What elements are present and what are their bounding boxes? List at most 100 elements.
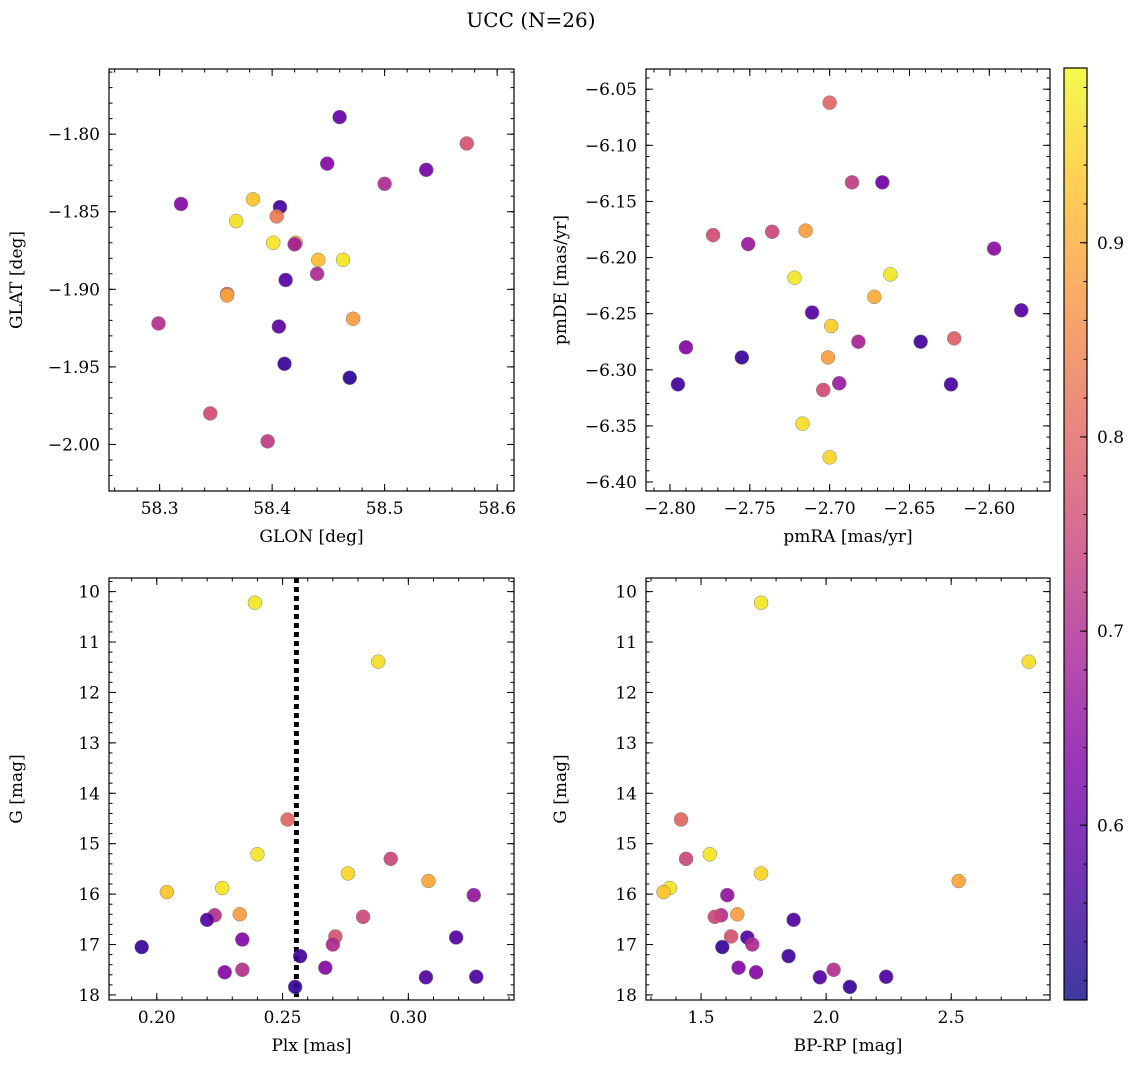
x-axis-label: pmRA [mas/yr]	[783, 527, 912, 547]
y-tick-label: −6.35	[585, 417, 637, 437]
colorbar-gradient	[1064, 68, 1087, 1000]
data-point	[673, 812, 689, 827]
data-point	[748, 965, 764, 980]
data-point	[875, 175, 890, 190]
y-tick-label: 11	[615, 633, 637, 653]
data-point	[325, 937, 341, 952]
data-point	[946, 331, 962, 346]
panel-top-right: −2.80 −2.75 −2.70 −2.65 −2.60 −6.05 −6.10 −6.15…	[551, 68, 1051, 547]
plot-frame	[645, 68, 1051, 492]
y-tick-label: 12	[78, 683, 100, 703]
data-point	[804, 305, 820, 320]
colorbar: 0.6 0.7 0.8 0.9	[1063, 67, 1124, 1001]
data-point	[826, 962, 841, 977]
x-tick-label: 58.3	[141, 499, 179, 519]
y-tick-label: 15	[615, 835, 637, 855]
y-tick-label: −6.20	[585, 249, 637, 269]
data-point	[134, 939, 149, 955]
data-point	[678, 851, 694, 867]
panel-top-left: 58.3 58.4 58.5 58.6 −1.80 −1.85 −1.90 −1.95 −2.0…	[7, 68, 516, 547]
y-tick-label: 12	[615, 683, 637, 703]
data-point	[266, 235, 281, 251]
data-point	[340, 866, 356, 881]
y-tick-label: 17	[78, 936, 100, 956]
y-tick-label: 11	[78, 633, 100, 653]
data-point	[823, 318, 839, 334]
data-point	[419, 162, 434, 178]
data-point	[232, 907, 248, 922]
data-point	[867, 289, 882, 305]
data-point	[731, 960, 746, 975]
x-tick-label: 2.0	[813, 1008, 840, 1028]
data-point	[448, 930, 464, 945]
figure-title: UCC (N=26)	[466, 8, 595, 32]
data-point	[883, 267, 898, 282]
data-point	[705, 227, 721, 243]
data-point	[764, 224, 780, 239]
data-point	[345, 311, 361, 327]
data-point	[421, 873, 436, 889]
data-point	[986, 241, 1002, 256]
x-tick-label: 58.6	[478, 499, 516, 519]
y-tick-label: −1.80	[48, 125, 100, 145]
data-point	[670, 377, 686, 392]
data-point	[287, 237, 302, 252]
x-tick-label: −2.80	[644, 499, 696, 519]
y-tick-label: 16	[78, 885, 100, 905]
data-point	[214, 880, 230, 896]
data-point	[715, 939, 730, 955]
y-axis-label: pmDE [mas/yr]	[551, 215, 571, 345]
y-tick-label: 14	[615, 784, 637, 804]
data-point	[822, 450, 837, 465]
colorbar-tick-label: 0.6	[1097, 816, 1124, 836]
data-point	[812, 970, 828, 985]
data-point	[370, 654, 386, 669]
data-point	[723, 929, 739, 944]
y-tick-label: −1.90	[48, 280, 100, 300]
y-tick-label: 10	[615, 583, 637, 603]
panels: 58.3 58.4 58.5 58.6 −1.80 −1.85 −1.90 −1.95 −2.0…	[7, 68, 1051, 1056]
data-point	[280, 812, 295, 827]
data-point	[287, 979, 303, 995]
data-point	[831, 376, 847, 391]
y-tick-label: 16	[615, 885, 637, 905]
data-point	[745, 937, 760, 952]
data-point	[730, 907, 745, 922]
data-point	[842, 979, 858, 995]
plot-frame	[645, 577, 1051, 1001]
y-tick-label: 18	[615, 986, 637, 1006]
y-tick-label: 15	[78, 835, 100, 855]
data-point	[787, 270, 802, 286]
x-tick-label: −2.75	[724, 499, 776, 519]
data-point	[173, 196, 189, 212]
data-point	[277, 356, 292, 372]
data-point	[878, 969, 894, 985]
colorbar-frame	[1063, 67, 1088, 1001]
data-point	[335, 252, 351, 268]
data-point	[250, 847, 265, 862]
data-point	[199, 912, 215, 928]
x-tick-label: 0.25	[264, 1008, 302, 1028]
colorbar-tick-label: 0.8	[1097, 428, 1124, 448]
data-point	[278, 272, 293, 288]
data-point	[822, 95, 837, 110]
data-point	[820, 350, 836, 365]
data-point	[318, 960, 333, 975]
data-point	[844, 175, 860, 190]
data-point	[292, 948, 308, 964]
y-tick-label: 10	[78, 583, 100, 603]
data-point	[753, 595, 769, 610]
data-point	[342, 370, 357, 385]
data-point	[734, 350, 750, 365]
data-point	[269, 209, 284, 224]
data-point	[786, 912, 801, 928]
y-tick-label: 14	[78, 784, 100, 804]
data-point	[311, 252, 326, 268]
y-tick-label: −1.85	[48, 203, 100, 223]
data-point	[951, 873, 966, 889]
data-point	[753, 866, 769, 881]
data-point	[247, 595, 263, 610]
data-point	[260, 434, 275, 449]
data-point	[271, 319, 287, 334]
